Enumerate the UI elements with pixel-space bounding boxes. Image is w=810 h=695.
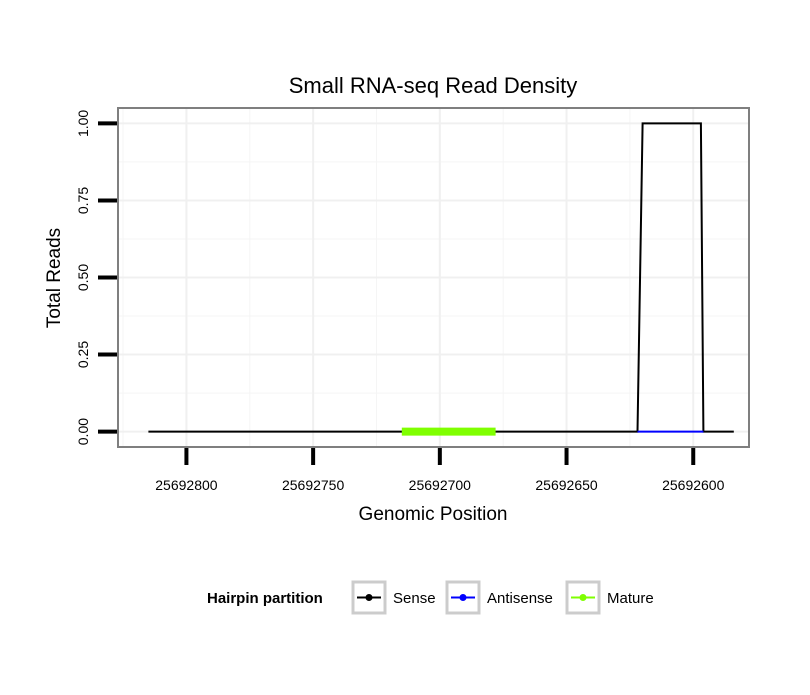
x-tick-label: 25692600 (662, 477, 725, 493)
x-axis-title: Genomic Position (359, 504, 508, 525)
series-line-sense (148, 122, 734, 433)
y-tick-label: 0.50 (75, 264, 91, 291)
axis-layer: 0.00 0.25 0.50 0.75 1.00 25692800 25692750 2569… (75, 110, 725, 493)
legend-label-mature: Mature (607, 590, 654, 607)
y-tick-label: 0.75 (75, 187, 91, 214)
legend-entry-sense: Sense (351, 580, 436, 615)
x-tick-label: 25692750 (282, 477, 345, 493)
legend-key-point (459, 594, 467, 601)
x-tick-label: 25692800 (155, 477, 218, 493)
y-axis-title: Total Reads (44, 228, 65, 328)
legend-label-sense: Sense (393, 590, 436, 607)
x-tick-label: 25692700 (409, 477, 472, 493)
y-tick-label: 0.00 (75, 418, 91, 445)
legend-key-point (365, 594, 373, 601)
series-layer (148, 122, 734, 436)
legend-label-antisense: Antisense (487, 590, 553, 607)
legend-entry-mature: Mature (565, 580, 654, 615)
plot-border (117, 107, 750, 448)
x-tick-label: 25692650 (535, 477, 598, 493)
y-tick-label: 1.00 (75, 110, 91, 137)
y-tick-label: 0.25 (75, 341, 91, 368)
legend: Hairpin partition Sense Antisense Mature (207, 580, 654, 615)
legend-key-point (579, 594, 587, 601)
chart-title: Small RNA-seq Read Density (289, 73, 578, 98)
legend-entry-antisense: Antisense (445, 580, 553, 615)
legend-title: Hairpin partition (207, 590, 323, 607)
